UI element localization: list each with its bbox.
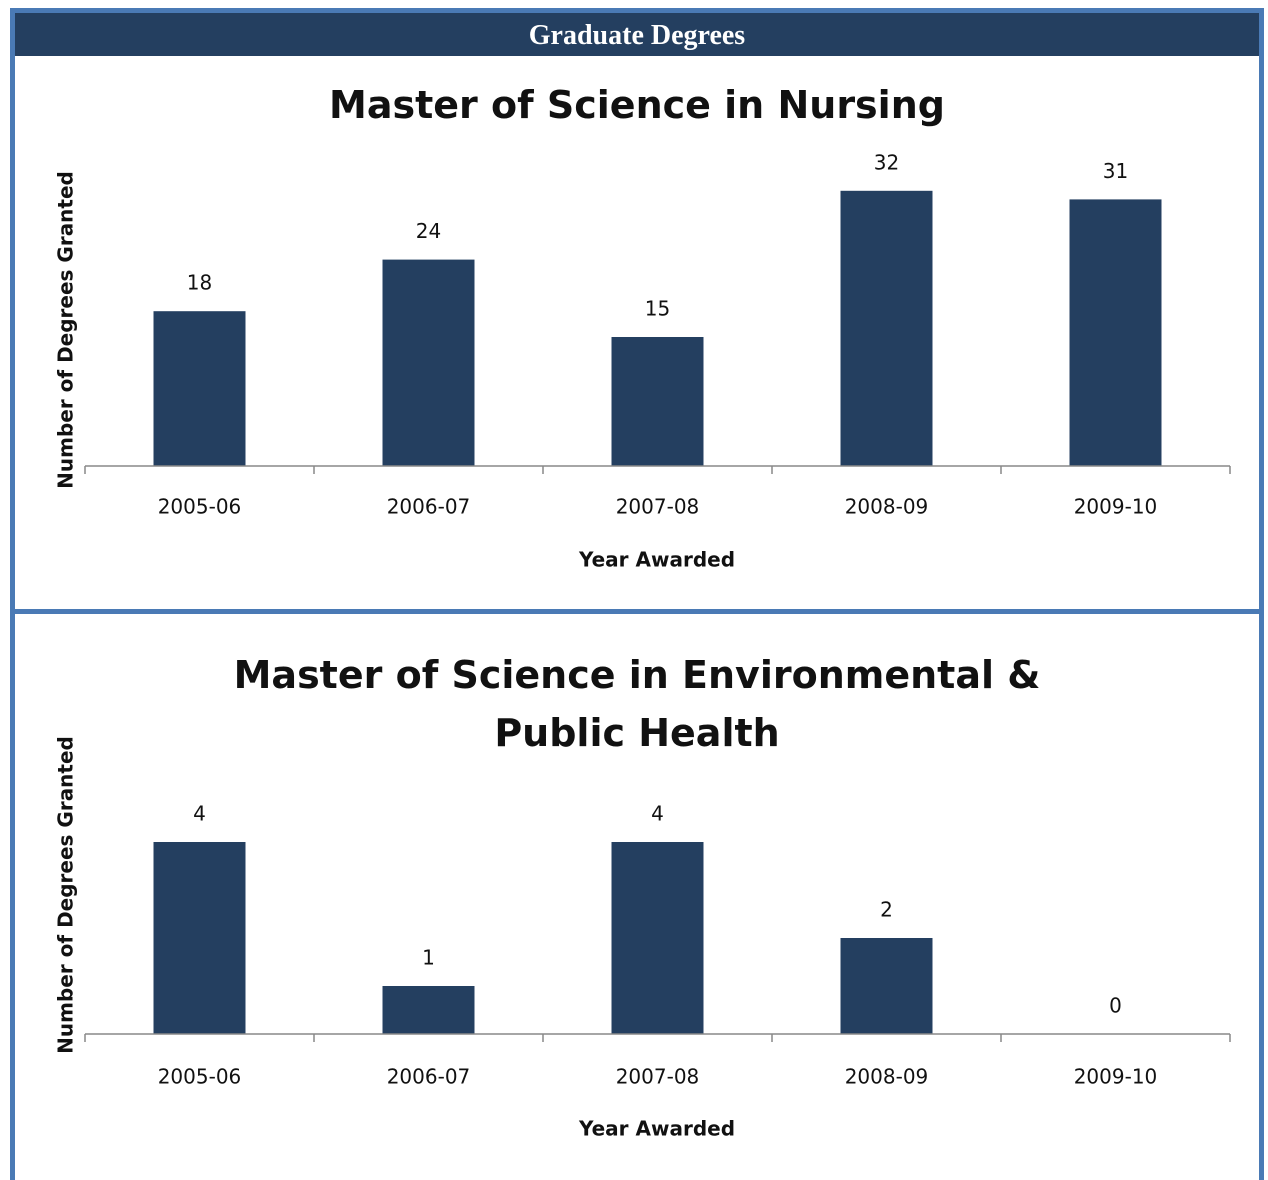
bar (382, 986, 475, 1034)
bar (611, 337, 704, 466)
y-axis-label: Number of Degrees Granted (54, 736, 78, 1054)
x-axis-label: Year Awarded (578, 548, 735, 572)
value-label: 32 (874, 150, 899, 174)
chart-title: Master of Science in Nursing (329, 83, 945, 127)
bar (611, 842, 704, 1034)
x-tick-label: 2008-09 (845, 1065, 929, 1089)
bar (1069, 199, 1162, 466)
x-tick-label: 2007-08 (616, 495, 700, 519)
value-label: 31 (1103, 159, 1128, 183)
x-tick-label: 2007-08 (616, 1065, 700, 1089)
x-tick-label: 2009-10 (1074, 495, 1158, 519)
x-tick-label: 2005-06 (158, 1065, 242, 1089)
header-title: Graduate Degrees (15, 13, 1259, 56)
bar (840, 190, 933, 467)
x-tick-label: 2006-07 (387, 495, 471, 519)
separator (15, 609, 1259, 614)
x-axis-label: Year Awarded (578, 1117, 735, 1141)
chart-title: Master of Science in Environmental & Pub… (233, 653, 1041, 755)
frame (10, 8, 1264, 1180)
value-label: 4 (651, 802, 664, 826)
value-label: 2 (880, 898, 893, 922)
x-tick-label: 2008-09 (845, 495, 929, 519)
value-label: 1 (422, 946, 435, 970)
x-tick-label: 2009-10 (1074, 1065, 1158, 1089)
x-tick-label: 2005-06 (158, 495, 242, 519)
value-label: 15 (645, 297, 670, 321)
bar (153, 311, 246, 466)
bar (153, 842, 246, 1034)
value-label: 0 (1109, 994, 1122, 1018)
bar (840, 938, 933, 1034)
y-axis-label: Number of Degrees Granted (54, 171, 78, 489)
value-label: 18 (187, 271, 212, 295)
value-label: 4 (193, 802, 206, 826)
x-tick-label: 2006-07 (387, 1065, 471, 1089)
bar (382, 259, 475, 466)
value-label: 24 (416, 219, 441, 243)
